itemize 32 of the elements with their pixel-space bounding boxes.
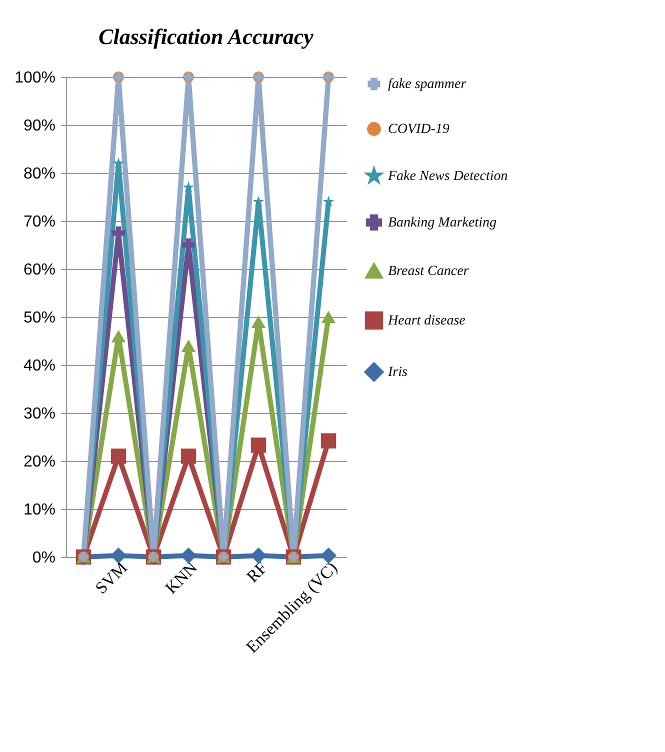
y-tick-label: 40% [23, 358, 56, 374]
point [181, 340, 196, 352]
point [251, 316, 266, 328]
point [182, 181, 194, 192]
legend-label: fake spammer [388, 77, 467, 92]
y-tick-label: 90% [23, 118, 56, 134]
legend-label: COVID-19 [388, 122, 450, 137]
legend-label: Breast Cancer [388, 264, 470, 279]
chart-title: Classification Accuracy [98, 24, 314, 49]
y-tick-label: 70% [23, 214, 56, 230]
point [320, 433, 336, 448]
point [321, 310, 336, 324]
legend-label: Heart disease [387, 314, 466, 328]
point [110, 448, 126, 464]
point [180, 448, 196, 464]
legend-label: Fake News Detection [387, 169, 508, 184]
y-tick-label: 80% [23, 166, 56, 182]
y-tick-label: 100% [14, 70, 56, 86]
y-tick-label: 30% [23, 406, 56, 422]
y-tick-label: 60% [23, 262, 56, 278]
y-tick-label: 10% [23, 502, 56, 518]
y-tick-label: 50% [23, 310, 56, 326]
y-tick-label: 0% [32, 550, 56, 566]
point [252, 196, 264, 207]
legend-label: Banking Marketing [388, 216, 496, 230]
point [111, 330, 126, 342]
legend-label: Iris [387, 365, 408, 380]
point [322, 196, 334, 207]
x-tick-label: RF [242, 558, 272, 586]
point [250, 438, 266, 453]
y-tick-label: 20% [23, 454, 56, 470]
point [112, 157, 124, 168]
